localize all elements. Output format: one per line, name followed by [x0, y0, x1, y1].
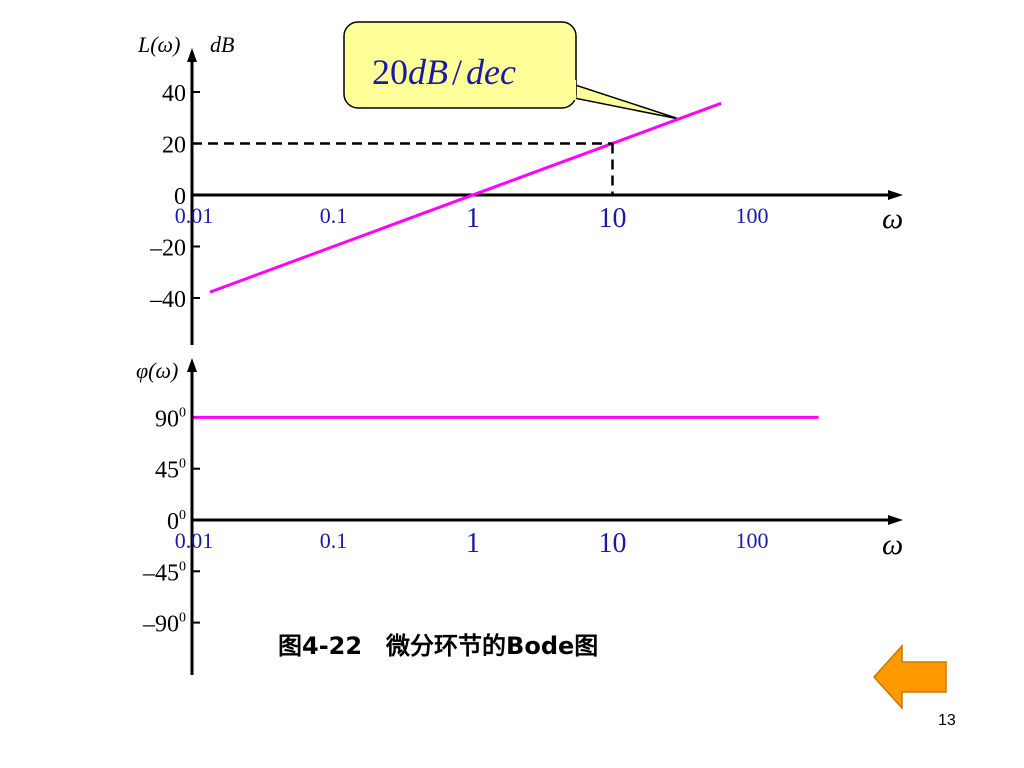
magnitude-y-axis-arrow: [187, 48, 197, 62]
phase-y-axis-arrow: [187, 358, 197, 372]
callout-pointer-join: [568, 80, 576, 100]
callout-text: 20dB / dec: [372, 52, 516, 92]
y-tick-label: 900: [155, 405, 186, 432]
y-tick-label: 40: [162, 81, 186, 107]
x-tick-label: 100: [736, 203, 769, 228]
x-tick-label: 1: [466, 528, 480, 559]
magnitude-x-axis-label: ω: [882, 202, 903, 235]
y-tick-label: –900: [142, 611, 186, 638]
left-arrow-icon: [872, 644, 947, 710]
callout-box: [343, 21, 577, 109]
y-tick-label: –20: [149, 236, 186, 262]
y-tick-label: 00: [167, 508, 186, 535]
magnitude-axis-title: L(ω): [137, 32, 180, 57]
phase-x-axis-arrow: [888, 515, 903, 525]
phase-axes: [187, 358, 903, 675]
x-tick-label: 0.01: [175, 528, 214, 553]
x-tick-label: 10: [599, 528, 627, 559]
phase-x-axis-label: ω: [882, 528, 903, 561]
figure-caption: 图4-22 微分环节的Bode图: [278, 632, 599, 660]
phase-axis-title: φ(ω): [136, 358, 178, 383]
y-tick-label: –40: [149, 287, 186, 313]
left-arrow-shape: [872, 644, 947, 710]
page-number: 13: [938, 712, 956, 729]
back-button[interactable]: [872, 644, 952, 710]
y-tick-label: 20: [162, 133, 186, 159]
x-tick-label: 0.01: [175, 203, 214, 228]
magnitude-unit-label: dB: [210, 32, 234, 57]
y-tick-label: –450: [142, 559, 186, 586]
x-tick-label: 10: [599, 203, 627, 234]
x-tick-label: 1: [466, 203, 480, 234]
x-tick-label: 100: [736, 528, 769, 553]
callout-pointer: [557, 78, 680, 120]
y-tick-label: 450: [155, 457, 186, 484]
series-line: [209, 101, 722, 294]
slope-callout: 20dB / dec: [343, 21, 680, 120]
magnitude-x-axis-arrow: [888, 190, 903, 200]
x-tick-label: 0.1: [320, 203, 348, 228]
y-tick-label: 0: [174, 184, 186, 210]
x-tick-label: 0.1: [320, 528, 348, 553]
chart-marks: 40 20 0 –20 –40 0.01 0.1 1 10 100 900 450 00 –450 –900…: [142, 81, 819, 638]
